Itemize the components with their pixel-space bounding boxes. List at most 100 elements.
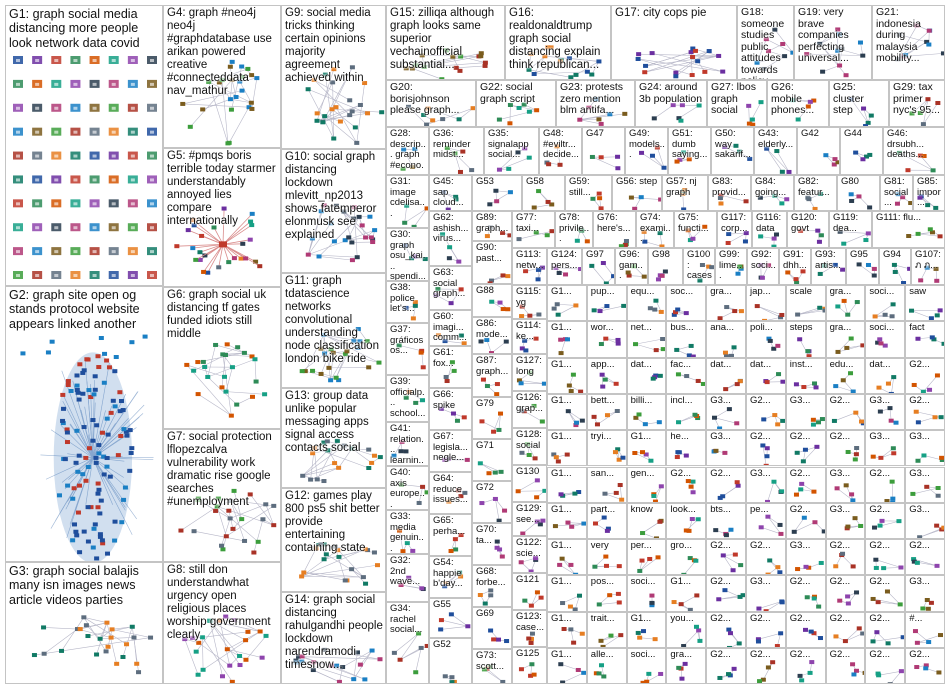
group-panel-g18: G18: someone studies public attitudes to…: [737, 5, 794, 80]
network-graph: [844, 515, 863, 531]
network-graph: [31, 615, 154, 675]
mini-group-panel: G1...: [547, 611, 587, 648]
network-graph: [910, 484, 941, 498]
network-graph: [518, 556, 539, 572]
network-graph: [674, 344, 697, 357]
group-panel-g7: G7: social protection lflopezcalva vulne…: [163, 429, 281, 562]
network-graph: [834, 482, 855, 502]
mini-group-panel: G2...: [706, 539, 746, 576]
group-panel-g125: G125: [512, 647, 547, 684]
network-graph: [478, 337, 509, 353]
group-panel-g49: G49: models...: [625, 127, 668, 175]
group-panel-g79: G79: [472, 397, 512, 439]
network-graph: [849, 662, 865, 677]
network-graph: [515, 478, 546, 500]
group-panel-g113: G113: netw...: [512, 248, 547, 285]
network-graph: [639, 518, 664, 539]
mini-group-panel: know: [626, 502, 667, 540]
network-graph: [917, 194, 939, 210]
group-panel-g38: G38: police let's...: [386, 281, 429, 323]
network-graph: [178, 488, 277, 555]
mini-group-panel: fact: [905, 321, 945, 358]
network-graph: [403, 48, 488, 79]
network-graph: [442, 456, 470, 462]
network-graph: [494, 539, 505, 559]
network-graph: [496, 102, 540, 126]
group-panel-g16: G16: realdonaldtrump graph social distan…: [505, 5, 611, 80]
network-graph: [636, 555, 661, 574]
group-panel-g15: G15: zilliqa although graph looks same s…: [386, 5, 505, 80]
network-graph: [832, 370, 856, 393]
network-graph: [763, 371, 785, 384]
network-graph: [589, 154, 621, 171]
network-graph: [592, 554, 622, 569]
mini-group-panel: G3...: [905, 430, 945, 467]
network-graph: [481, 664, 506, 683]
mini-group-panel: G2...: [825, 393, 866, 431]
mini-group-panel: G2...: [825, 575, 866, 612]
network-graph: [911, 557, 940, 568]
network-graph: [717, 479, 741, 500]
mini-group-panel: G2...: [666, 466, 707, 503]
network-graph: [760, 443, 770, 466]
mini-group-panel: soc...: [666, 285, 707, 322]
mini-group-panel: per...: [626, 539, 667, 576]
mini-group-panel: dat...: [865, 357, 906, 394]
network-graph: [551, 452, 570, 464]
network-graph: [444, 145, 475, 174]
group-panel-g86: G86: mode...: [472, 317, 512, 354]
mini-group-panel: G1...: [547, 430, 587, 467]
group-panel-g116: G116: data: [752, 211, 787, 248]
network-graph: [681, 556, 699, 575]
network-graph: [553, 265, 581, 277]
network-graph: [920, 598, 935, 611]
mini-group-panel: net...: [626, 321, 667, 358]
network-graph: [523, 265, 545, 282]
network-graph: [655, 269, 668, 282]
network-graph: [790, 98, 817, 122]
network-graph: [723, 345, 737, 357]
mini-group-panel: G3...: [785, 539, 826, 576]
network-graph: [686, 478, 696, 494]
mini-group-panel: G2...: [865, 648, 906, 685]
mini-group-panel: equ...: [626, 285, 667, 322]
network-graph: [590, 191, 604, 210]
network-graph: [871, 589, 904, 607]
network-graph: [440, 190, 459, 210]
group-panel-g30: G30: graph osu_kai... spendi...: [386, 228, 429, 281]
group-panel-g81: G81: social...: [880, 175, 913, 211]
group-panel-g60: G60: imagi... comm...: [429, 310, 472, 346]
group-panel-g36: G36: reminder midst...: [429, 127, 484, 175]
network-graph: [552, 520, 586, 529]
group-panel-g6: G6: graph social uk distancing tf gates …: [163, 287, 281, 429]
group-panel-g27: G27: lbos graph social: [707, 80, 767, 127]
group-panel-g56: G56: step: [612, 175, 662, 211]
network-graph: [299, 542, 380, 586]
mini-group-panel: gra...: [825, 321, 866, 358]
network-graph: [13, 56, 157, 279]
network-graph: [755, 630, 784, 647]
group-panel-g91: G91: dhh...: [779, 248, 811, 285]
group-panel-g130: G130: [512, 465, 547, 502]
network-graph: [391, 631, 428, 675]
group-panel-g65: G65: perha...: [429, 514, 472, 556]
network-graph: [519, 336, 539, 353]
mini-group-panel: G2...: [785, 502, 826, 540]
group-panel-g72: G72: [472, 481, 512, 523]
mini-group-panel: G3...: [746, 575, 786, 612]
network-graph: [442, 674, 457, 683]
mini-group-panel: bett...: [586, 393, 627, 431]
mini-group-panel: G1...: [626, 611, 667, 648]
group-panel-g59: G59: still...: [565, 175, 612, 211]
network-graph: [182, 614, 269, 683]
network-graph: [477, 588, 494, 606]
network-graph: [558, 489, 582, 498]
network-graph: [632, 337, 666, 353]
group-panel-g97: G97: [582, 248, 615, 285]
mini-group-panel: G2...: [706, 611, 746, 648]
mini-group-panel: billi...: [626, 393, 667, 431]
network-graph: [442, 570, 464, 589]
group-panel-g4: G4: graph #neo4j neo4j #graphdatabase us…: [163, 5, 281, 148]
group-panel-g35: G35: signalapp social...: [484, 127, 539, 175]
mini-group-panel: G2...: [825, 611, 866, 648]
